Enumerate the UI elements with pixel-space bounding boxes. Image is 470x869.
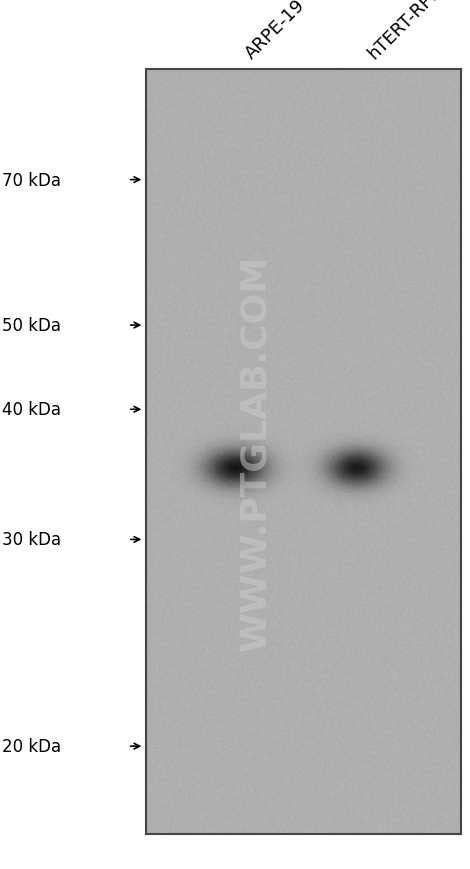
Text: 20 kDa: 20 kDa	[2, 737, 62, 755]
Text: 40 kDa: 40 kDa	[2, 401, 62, 419]
Text: WWW.PTGLAB.COM: WWW.PTGLAB.COM	[239, 254, 273, 650]
Text: 70 kDa: 70 kDa	[2, 171, 62, 189]
Bar	[146, 70, 461, 834]
Text: hTERT-RPE1: hTERT-RPE1	[364, 0, 453, 63]
Text: 50 kDa: 50 kDa	[2, 316, 62, 335]
Text: 30 kDa: 30 kDa	[2, 531, 62, 549]
Text: ARPE-19: ARPE-19	[242, 0, 309, 63]
